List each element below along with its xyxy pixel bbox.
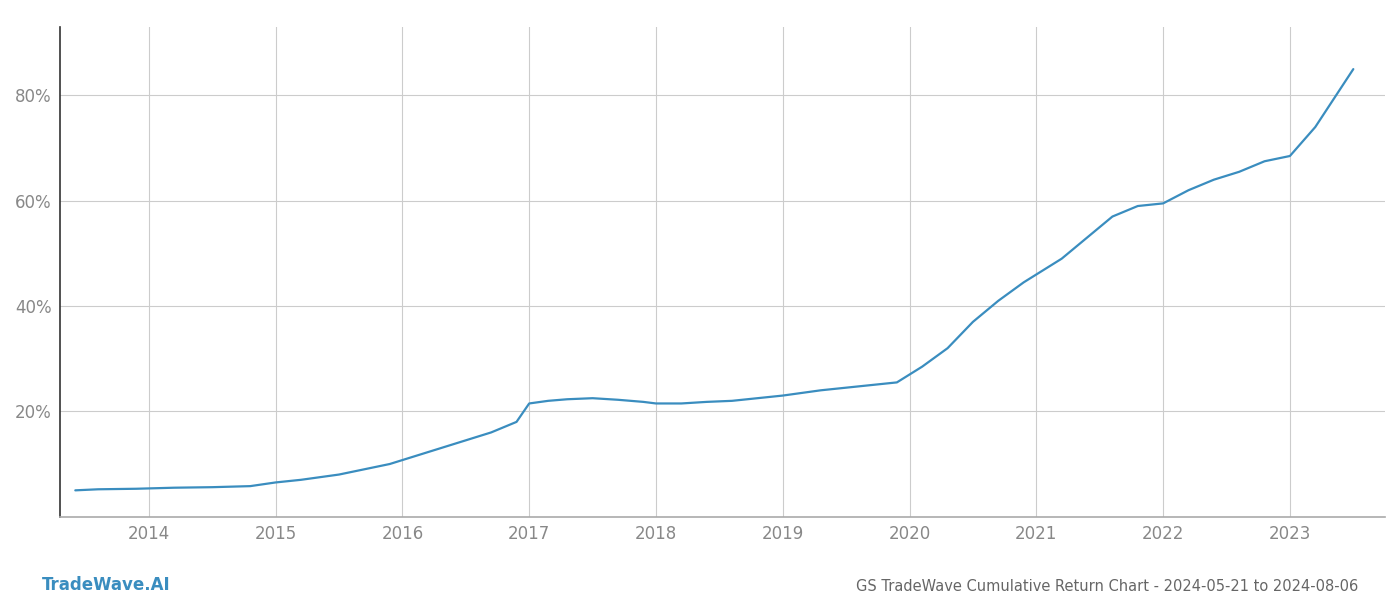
Text: TradeWave.AI: TradeWave.AI: [42, 576, 171, 594]
Text: GS TradeWave Cumulative Return Chart - 2024-05-21 to 2024-08-06: GS TradeWave Cumulative Return Chart - 2…: [855, 579, 1358, 594]
